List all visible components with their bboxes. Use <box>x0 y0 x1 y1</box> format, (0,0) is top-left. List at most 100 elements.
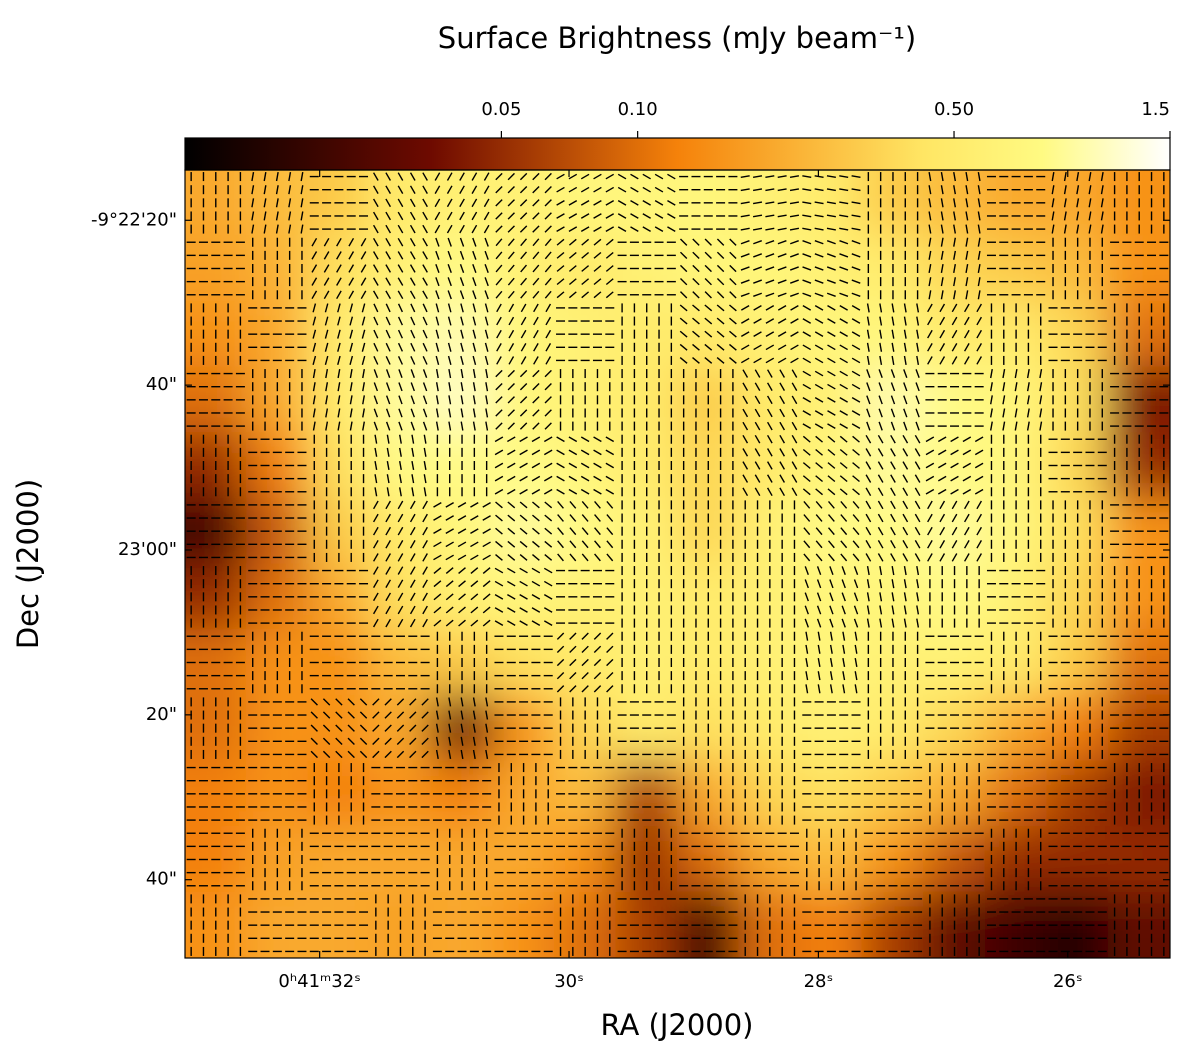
polarization-vector <box>1100 172 1104 182</box>
polarization-vector <box>805 644 809 654</box>
polarization-vector <box>765 240 775 245</box>
polarization-vector <box>531 567 541 574</box>
polarization-vector <box>556 449 565 456</box>
polarization-vector <box>630 213 639 219</box>
polarization-vector <box>409 592 416 602</box>
polarization-vector <box>779 474 786 483</box>
polarization-vector <box>422 356 428 365</box>
polarization-vector <box>360 264 367 273</box>
polarization-vector <box>472 237 477 247</box>
polarization-vector <box>580 449 590 456</box>
polarization-vector <box>593 265 602 272</box>
polarization-vector <box>422 513 428 523</box>
polarization-vector <box>802 488 811 496</box>
polarization-vector <box>532 238 540 247</box>
polarization-vector <box>753 357 762 364</box>
polarization-vector <box>903 355 907 365</box>
polarization-vector <box>854 671 858 681</box>
polarization-vector <box>815 462 823 469</box>
polarization-vector <box>594 501 601 509</box>
polarization-vector <box>865 513 872 523</box>
polarization-vector <box>447 316 452 326</box>
polarization-vector <box>866 395 871 405</box>
polarization-vector <box>753 331 762 338</box>
polarization-vector <box>765 188 775 192</box>
polarization-vector <box>385 356 391 365</box>
polarization-vector <box>1088 198 1092 208</box>
polarization-vector <box>556 265 565 272</box>
polarization-vector <box>606 658 614 667</box>
polarization-vector <box>779 382 786 391</box>
polarization-vector <box>851 383 861 390</box>
polarization-vector <box>398 474 402 484</box>
polarization-vector <box>766 434 773 444</box>
polarization-vector <box>435 710 439 720</box>
polarization-vector <box>704 343 713 351</box>
polarization-vector <box>460 710 464 720</box>
polarization-vector <box>349 329 354 339</box>
polarization-vector <box>914 513 921 523</box>
polarization-vector <box>485 710 489 720</box>
polarization-vector <box>485 408 489 418</box>
polarization-vector <box>853 579 859 589</box>
polarization-vector <box>815 514 823 522</box>
polarization-vector <box>916 566 920 576</box>
polarization-vector <box>851 227 861 231</box>
polarization-vector <box>605 186 615 193</box>
polarization-vector <box>974 475 984 482</box>
polarization-vector <box>288 224 292 234</box>
polarization-vector <box>372 251 379 260</box>
polarization-vector <box>422 185 428 194</box>
polarization-vector <box>507 212 515 220</box>
polarization-vector <box>460 303 464 313</box>
polarization-vector <box>1039 408 1043 418</box>
polarization-vector <box>362 408 366 418</box>
polarization-vector <box>409 290 416 300</box>
polarization-vector <box>877 487 884 497</box>
polarization-vector <box>410 421 415 431</box>
polarization-vector <box>1051 198 1055 208</box>
polarization-vector <box>667 173 676 180</box>
polarization-vector <box>839 435 848 443</box>
polarization-vector <box>839 383 848 390</box>
polarization-vector <box>482 580 491 588</box>
polarization-vector <box>496 356 502 365</box>
polarization-vector <box>433 593 442 601</box>
polarization-vector <box>507 186 515 194</box>
polarization-vector <box>827 410 836 416</box>
polarization-vector <box>398 460 402 471</box>
polarization-vector <box>903 579 907 589</box>
polarization-vector <box>445 580 454 588</box>
polarization-vector <box>372 277 379 286</box>
polarization-vector <box>397 500 404 510</box>
polarization-vector <box>385 185 392 194</box>
polarization-vector <box>507 501 516 509</box>
polarization-vector <box>1014 369 1018 379</box>
polarization-vector <box>953 211 957 221</box>
polarization-vector <box>963 329 970 339</box>
polarization-vector <box>1026 408 1030 418</box>
polarization-vector <box>373 408 379 418</box>
polarization-vector <box>349 408 353 418</box>
polarization-vector <box>594 527 601 536</box>
polarization-vector <box>630 186 639 193</box>
polarization-vector <box>789 175 800 179</box>
polarization-vector <box>543 436 553 443</box>
polarization-vector <box>890 553 896 562</box>
polarization-vector <box>495 501 503 509</box>
polarization-vector <box>251 198 255 208</box>
polarization-vector <box>814 410 824 416</box>
polarization-vector <box>777 318 787 324</box>
polarization-vector <box>532 396 540 404</box>
polarization-vector <box>495 540 503 548</box>
polarization-vector <box>692 330 700 338</box>
polarization-vector <box>915 421 920 431</box>
polarization-vector <box>397 540 404 549</box>
polarization-vector <box>877 474 884 483</box>
polarization-vector <box>459 264 465 273</box>
polarization-vector <box>460 723 464 733</box>
polarization-vector <box>976 513 983 523</box>
polarization-vector <box>459 250 465 260</box>
polarization-vector <box>814 396 824 403</box>
polarization-vector <box>903 382 908 392</box>
